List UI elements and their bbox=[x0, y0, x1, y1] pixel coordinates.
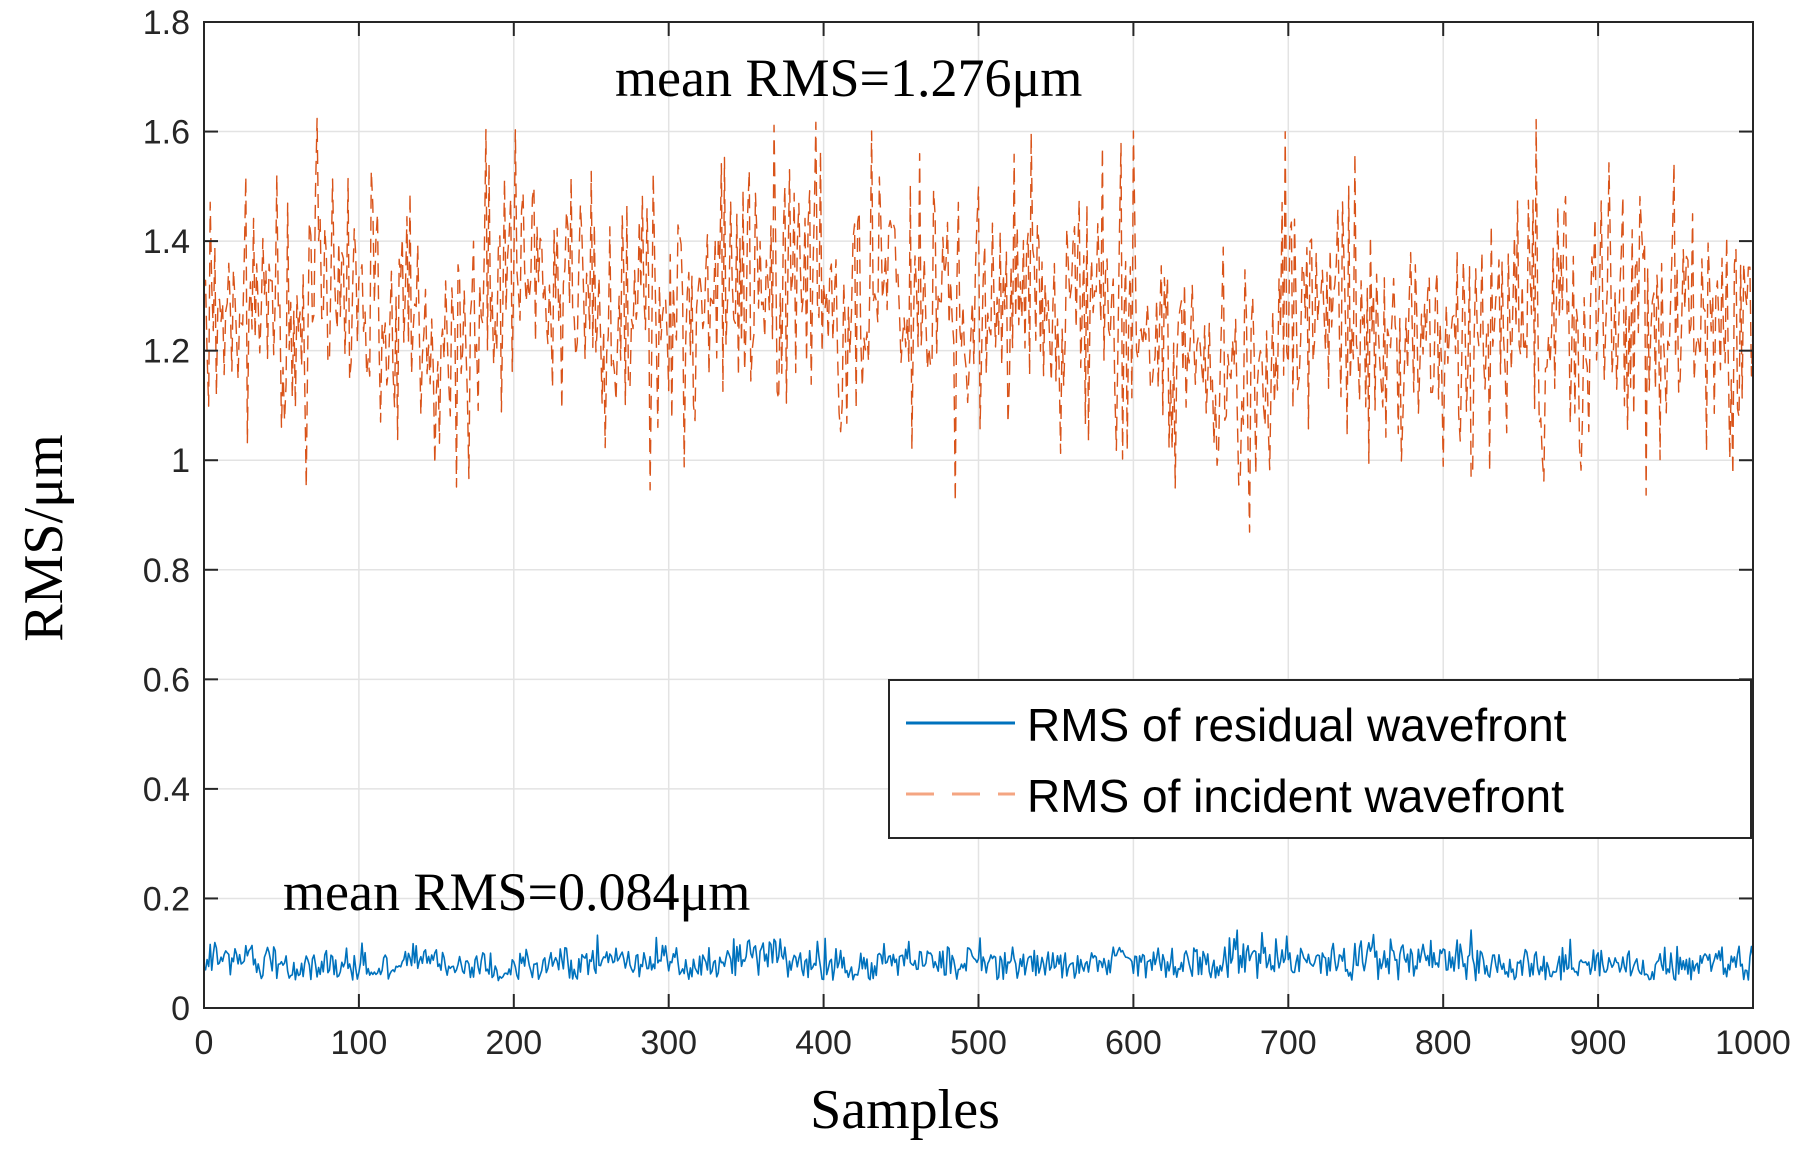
annotation-incident-mean: mean RMS=1.276μm bbox=[615, 48, 1082, 108]
y-axis-label: RMS/μm bbox=[13, 434, 75, 641]
legend-label-incident: RMS of incident wavefront bbox=[1027, 770, 1564, 822]
x-tick-label: 1000 bbox=[1715, 1024, 1791, 1062]
x-tick-label: 200 bbox=[485, 1024, 542, 1062]
x-axis-label: Samples bbox=[810, 1079, 1000, 1141]
x-tick-label: 400 bbox=[795, 1024, 852, 1062]
y-tick-label: 1.8 bbox=[143, 4, 190, 42]
x-tick-label: 500 bbox=[950, 1024, 1007, 1062]
x-tick-label: 600 bbox=[1105, 1024, 1162, 1062]
y-tick-label: 1.4 bbox=[143, 223, 190, 261]
y-tick-label: 1.2 bbox=[143, 333, 190, 371]
y-tick-label: 1.6 bbox=[143, 114, 190, 152]
y-tick-label: 1 bbox=[171, 442, 190, 480]
y-tick-label: 0.6 bbox=[143, 661, 190, 699]
y-tick-label: 0 bbox=[171, 990, 190, 1028]
grid bbox=[203, 21, 1754, 1009]
plot-area bbox=[203, 117, 1754, 982]
y-tick-label: 0.2 bbox=[143, 880, 190, 918]
axis-ticks: 0 100 200 300 400 500 600 700 800 900 1000 0 0.2 0.4 0… bbox=[143, 4, 1791, 1062]
series-line-residual bbox=[203, 929, 1754, 982]
x-tick-label: 900 bbox=[1570, 1024, 1627, 1062]
x-tick-label: 100 bbox=[331, 1024, 388, 1062]
legend: RMS of residual wavefront RMS of inciden… bbox=[888, 679, 1752, 839]
series-line-incident bbox=[203, 117, 1754, 533]
x-tick-label: 0 bbox=[195, 1024, 214, 1062]
x-tick-label: 800 bbox=[1415, 1024, 1472, 1062]
legend-box bbox=[888, 679, 1752, 839]
y-tick-label: 0.4 bbox=[143, 771, 190, 809]
x-tick-label: 300 bbox=[640, 1024, 697, 1062]
legend-label-residual: RMS of residual wavefront bbox=[1027, 699, 1567, 751]
y-tick-label: 0.8 bbox=[143, 552, 190, 590]
x-tick-label: 700 bbox=[1260, 1024, 1317, 1062]
annotation-residual-mean: mean RMS=0.084μm bbox=[283, 862, 750, 922]
